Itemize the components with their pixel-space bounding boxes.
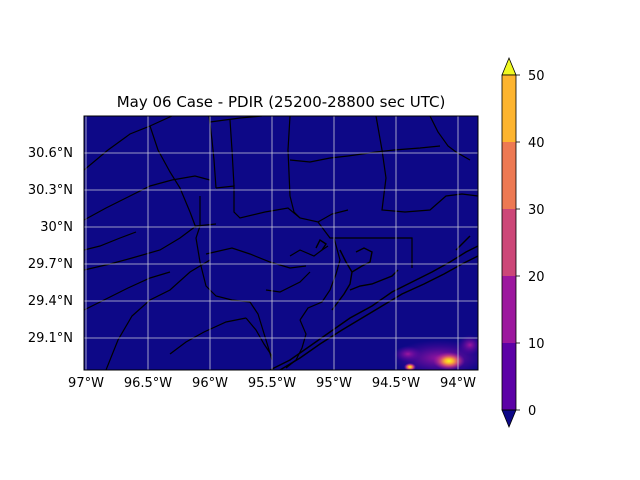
colorbar-tick-label: 40	[528, 136, 545, 151]
colorbar-band-0-10	[502, 343, 516, 410]
colorbar-tick-label: 0	[528, 404, 536, 419]
colorbar-tick-label: 50	[528, 69, 545, 84]
lon-label: 96.5°W	[124, 376, 172, 391]
latitude-labels: 30.6°N 30.3°N 30°N 29.7°N 29.4°N 29.1°N	[28, 146, 73, 346]
precip-hotspot-small	[404, 363, 416, 370]
lon-label: 97°W	[68, 376, 104, 391]
colorbar-band-20-30	[502, 209, 516, 276]
longitude-labels: 97°W 96.5°W 96°W 95.5°W 95°W 94.5°W 94°W	[68, 376, 476, 391]
lat-label: 30.3°N	[28, 183, 73, 198]
colorbar-tick-label: 30	[528, 203, 545, 218]
gridlines	[84, 116, 478, 370]
lat-label: 29.7°N	[28, 257, 73, 272]
lat-label: 30.6°N	[28, 146, 73, 161]
lon-label: 95°W	[316, 376, 352, 391]
county-boundaries	[84, 116, 478, 370]
lon-label: 94°W	[440, 376, 476, 391]
colorbar: 0 10 20 30 40 50	[501, 56, 545, 429]
lon-label: 95.5°W	[248, 376, 296, 391]
lon-label: 96°W	[192, 376, 228, 391]
colorbar-band-10-20	[502, 276, 516, 343]
map-title: May 06 Case - PDIR (25200-28800 sec UTC)	[116, 93, 446, 111]
colorbar-band-40-50	[502, 75, 516, 142]
lat-label: 30°N	[40, 220, 73, 235]
lat-label: 29.1°N	[28, 331, 73, 346]
colorbar-frame	[501, 74, 517, 411]
colorbar-max-extend	[501, 56, 517, 76]
precip-area-east	[458, 335, 478, 355]
coastline	[269, 235, 478, 370]
precip-hotspots	[392, 335, 478, 370]
map-background	[84, 116, 478, 370]
colorbar-tick-label: 20	[528, 270, 545, 285]
map-frame	[83, 115, 479, 371]
colorbar-band-30-40	[502, 142, 516, 209]
lat-label: 29.4°N	[28, 294, 73, 309]
colorbar-min-extend	[501, 409, 517, 429]
precip-hotspot-core	[433, 352, 465, 370]
precip-area-west	[394, 346, 422, 362]
colorbar-tick-label: 10	[528, 337, 545, 352]
lon-label: 94.5°W	[372, 376, 420, 391]
